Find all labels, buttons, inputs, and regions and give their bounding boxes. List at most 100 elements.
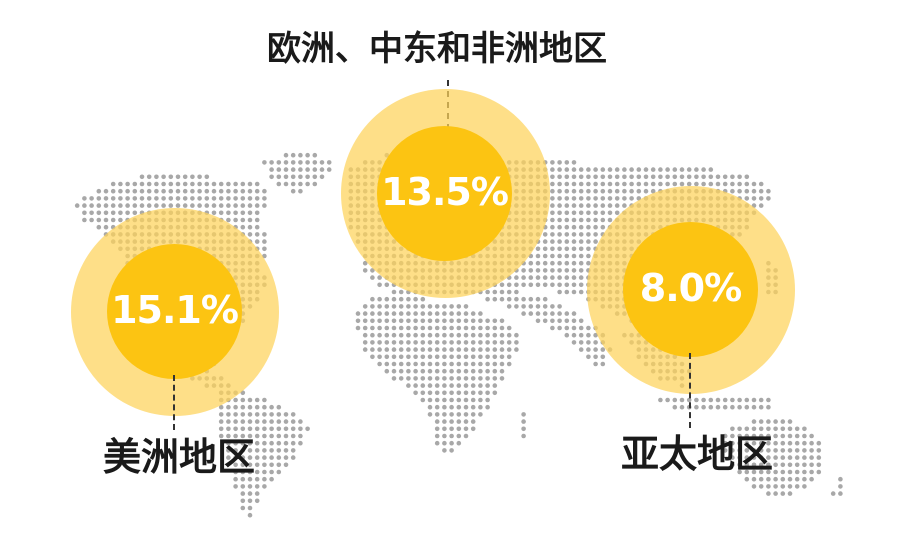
map-dot [542, 318, 548, 324]
map-dot [478, 361, 483, 367]
map-dot [442, 412, 447, 417]
map-dot [247, 224, 253, 230]
map-dot [226, 404, 231, 410]
map-dot [420, 354, 426, 360]
map-dot [240, 440, 246, 446]
map-dot [521, 282, 526, 288]
map-dot [154, 188, 159, 194]
map-dot [298, 426, 303, 432]
map-dot [593, 340, 598, 345]
map-dot [398, 289, 404, 295]
map-dot [175, 188, 181, 194]
map-dot [254, 224, 260, 230]
map-dot [643, 188, 649, 194]
map-dot [701, 404, 706, 410]
map-dot [485, 318, 490, 324]
map-dot [564, 167, 570, 172]
map-dot [442, 325, 447, 331]
map-dot [427, 354, 433, 360]
map-dot [636, 188, 642, 194]
map-dot [600, 361, 606, 367]
map-dot [233, 469, 238, 475]
map-dot [125, 188, 130, 194]
map-dot [564, 318, 570, 324]
map-dot [456, 397, 462, 403]
map-dot [794, 440, 800, 446]
map-dot [499, 296, 505, 302]
map-dot [722, 181, 728, 187]
map-dot [103, 196, 109, 201]
map-dot [485, 361, 490, 367]
map-dot [240, 505, 246, 511]
map-dot [550, 318, 555, 324]
map-dot [254, 203, 260, 208]
map-dot [629, 167, 634, 172]
map-dot [593, 203, 598, 208]
map-dot [247, 210, 253, 216]
map-dot [586, 217, 591, 223]
map-dot [362, 332, 368, 338]
map-dot [74, 203, 80, 208]
map-dot [161, 196, 166, 201]
map-dot [276, 426, 282, 432]
map-dot [564, 217, 570, 223]
map-dot [391, 376, 397, 381]
map-dot [564, 282, 570, 288]
map-dot [290, 426, 296, 432]
map-dot [89, 217, 94, 223]
map-dot [262, 196, 267, 201]
map-dot [211, 203, 217, 208]
map-dot [730, 440, 735, 446]
map-dot [211, 188, 217, 194]
map-dot [586, 347, 591, 352]
map-dot [355, 318, 361, 324]
map-dot [276, 455, 282, 460]
map-dot [751, 440, 757, 446]
map-dot [254, 412, 260, 417]
map-dot [758, 440, 764, 446]
map-dot [125, 210, 130, 216]
map-dot [456, 347, 462, 352]
map-dot [650, 174, 656, 180]
map-dot [262, 448, 267, 453]
map-dot [240, 397, 246, 403]
map-dot [283, 433, 289, 439]
map-dot [154, 174, 159, 180]
map-dot [434, 347, 440, 352]
map-dot [96, 210, 102, 216]
map-dot [377, 325, 382, 331]
map-dot [161, 174, 166, 180]
map-dot [254, 433, 260, 439]
map-dot [132, 181, 138, 187]
map-dot [283, 174, 289, 180]
map-dot [204, 203, 210, 208]
map-dot [420, 376, 426, 381]
map-dot [794, 426, 800, 432]
map-dot [427, 376, 433, 381]
map-dot [600, 354, 606, 360]
map-dot [470, 347, 476, 352]
map-dot [794, 462, 800, 468]
map-dot [254, 491, 260, 496]
map-dot [672, 397, 678, 403]
map-dot [449, 368, 454, 374]
map-dot [744, 397, 750, 403]
map-dot [110, 188, 116, 194]
map-dot [254, 440, 260, 446]
map-dot [82, 217, 87, 223]
map-dot [737, 404, 742, 410]
map-dot [758, 433, 764, 439]
map-dot [370, 311, 375, 316]
map-dot [787, 469, 793, 475]
map-dot [737, 433, 742, 439]
map-dot [247, 476, 253, 482]
map-dot [593, 361, 598, 367]
map-dot [802, 433, 807, 439]
map-dot [766, 440, 771, 446]
map-dot [751, 181, 757, 187]
apac-percentage: 8.0% [639, 266, 742, 310]
map-dot [600, 210, 606, 216]
map-dot [420, 361, 426, 367]
map-dot [730, 462, 735, 468]
map-dot [298, 440, 303, 446]
